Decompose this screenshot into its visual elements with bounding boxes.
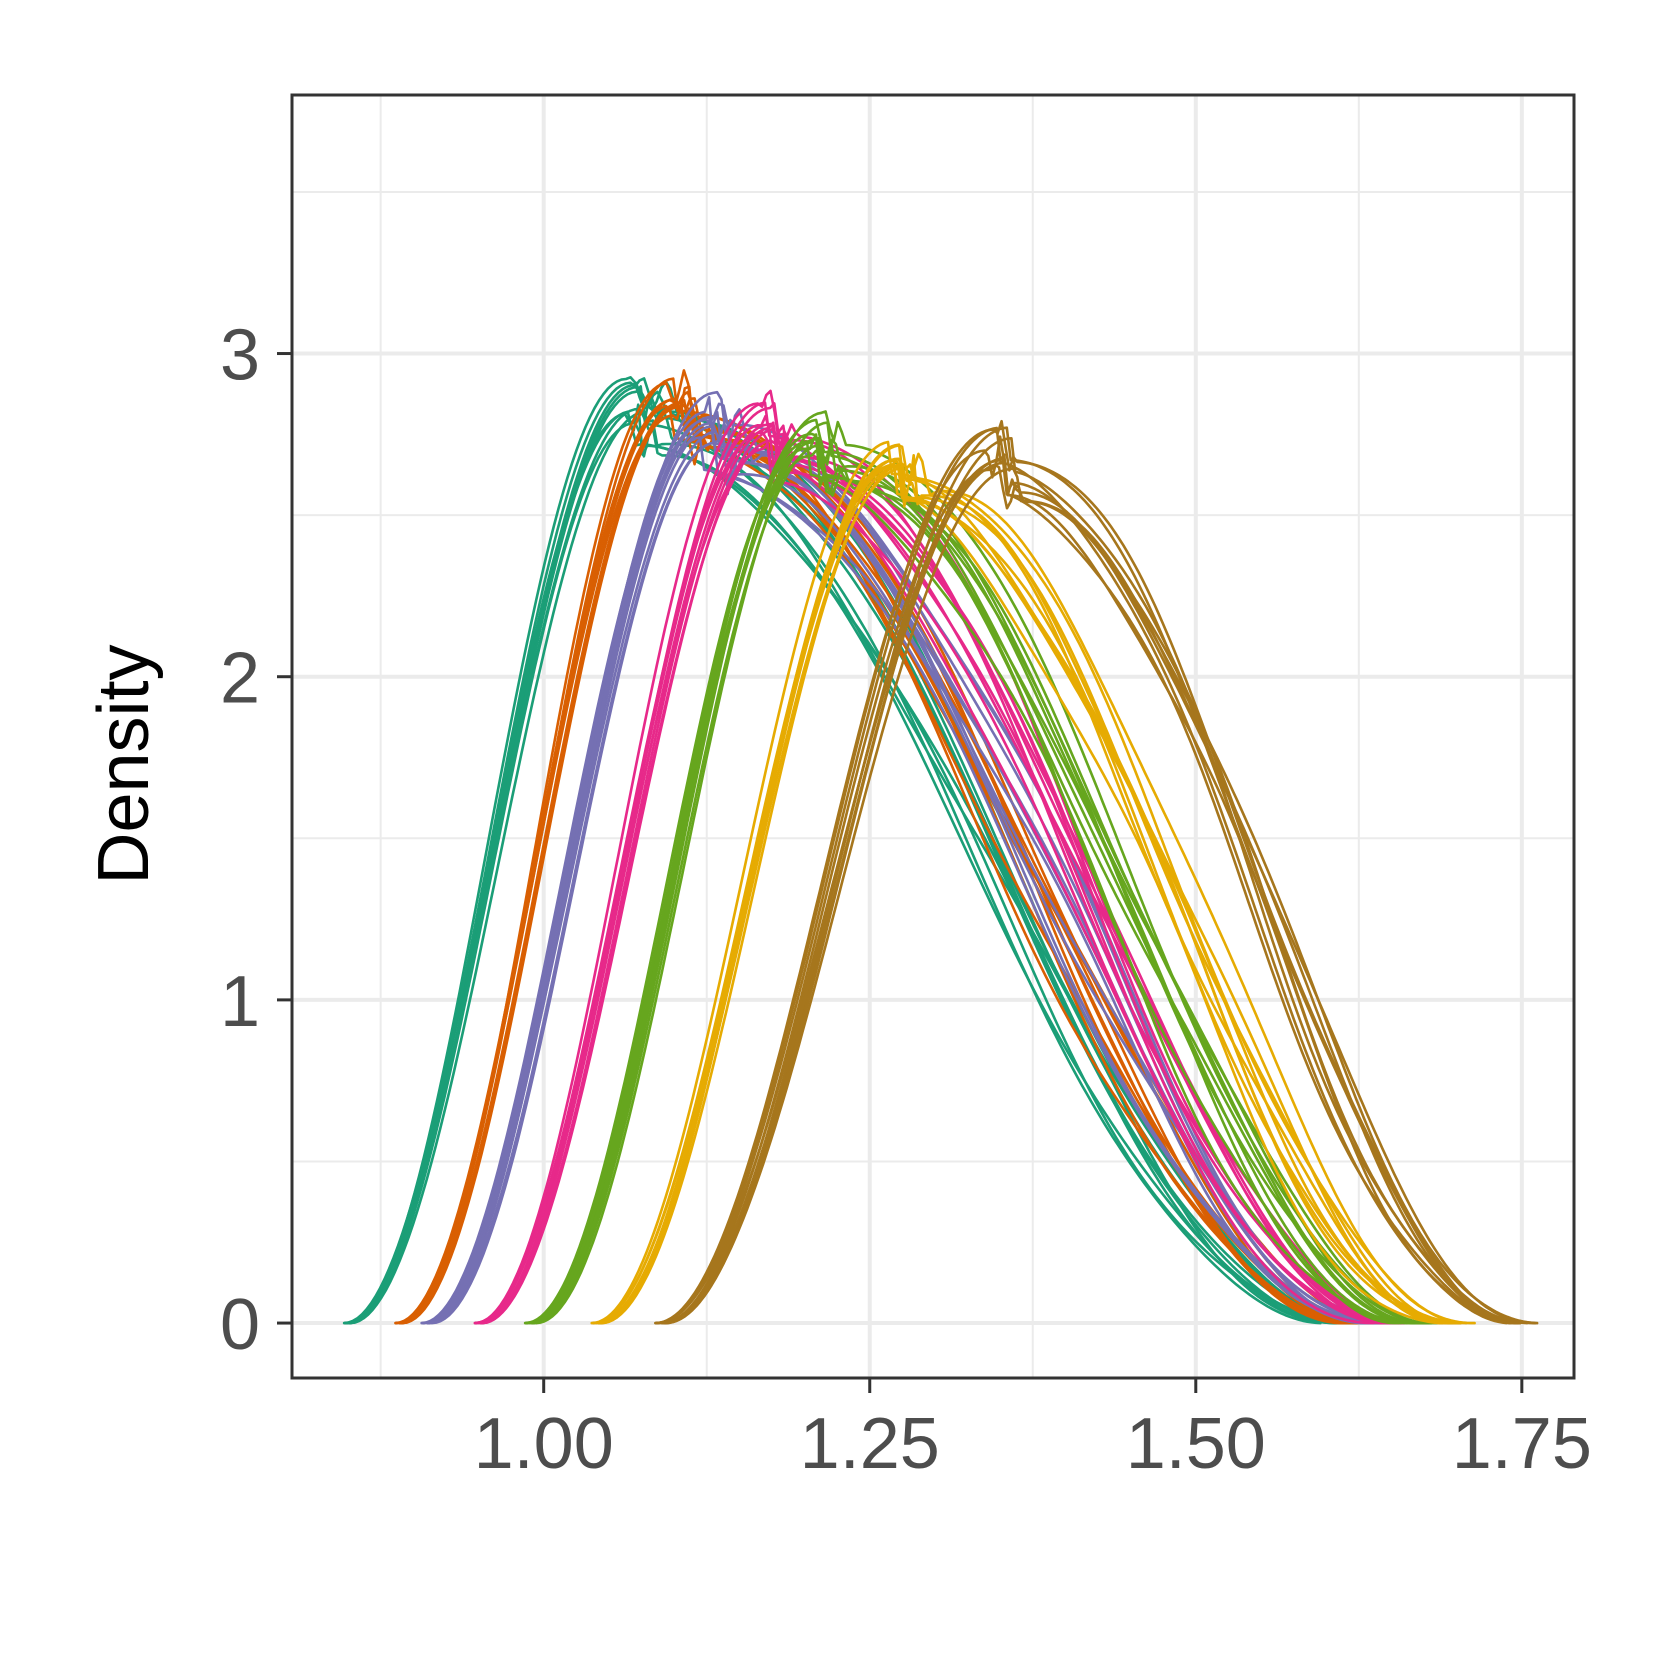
density-curve-group-7 [664, 436, 1513, 1325]
y-tick-label: 2 [220, 639, 260, 719]
density-curve-group-5 [524, 436, 1433, 1325]
y-tick-label: 3 [220, 316, 260, 396]
density-curve-group-6 [597, 459, 1462, 1325]
y-tick-label: 1 [220, 962, 260, 1042]
x-tick-label: 1.00 [474, 1404, 614, 1484]
density-curve-group-7 [654, 419, 1522, 1325]
density-curve-group-5 [534, 421, 1428, 1325]
density-curve-group-4 [477, 422, 1401, 1325]
density-curve-group-7 [660, 453, 1529, 1325]
density-curve-group-5 [530, 410, 1431, 1325]
plot-panel [292, 95, 1574, 1378]
density-curve-group-5 [525, 436, 1409, 1325]
density-curve-group-6 [590, 440, 1451, 1325]
density-curve-group-7 [662, 467, 1539, 1325]
density-curve-group-5 [528, 440, 1403, 1325]
y-tick-label: 0 [220, 1285, 260, 1365]
density-curve-group-7 [655, 426, 1508, 1325]
density-curve-group-1 [344, 403, 1338, 1325]
density-curve-group-5 [530, 432, 1426, 1325]
density-curve-group-4 [480, 427, 1375, 1325]
density-curve-group-1 [348, 385, 1322, 1325]
x-tick-label: 1.25 [800, 1404, 940, 1484]
x-tick-label: 1.75 [1452, 1404, 1592, 1484]
panel-border [290, 93, 1576, 1380]
x-tick-label: 1.50 [1126, 1404, 1266, 1484]
y-axis-title: Density [84, 644, 164, 884]
density-curve-group-7 [654, 461, 1517, 1325]
